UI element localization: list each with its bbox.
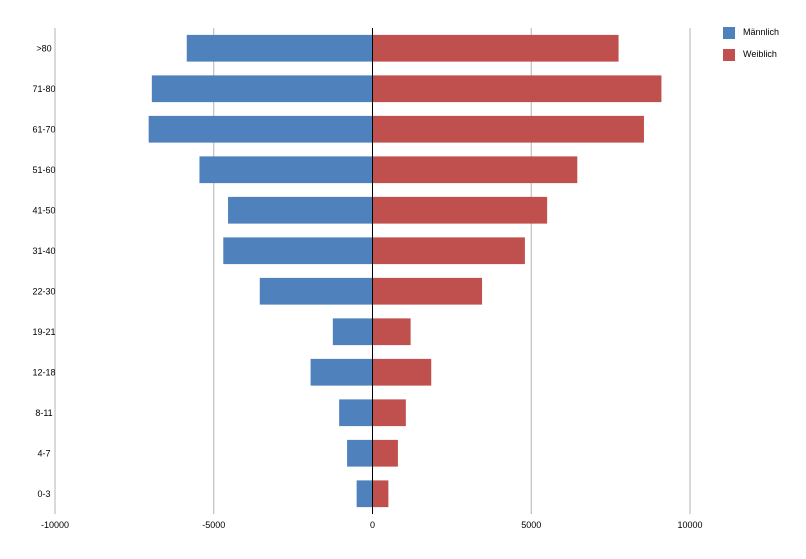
bars [148,34,662,508]
bar-maennlich-4 [332,318,373,346]
bar-weiblich-7 [372,196,548,224]
bar-weiblich-2 [372,399,406,427]
x-tick-label-3: 5000 [521,520,541,530]
x-tick-label-1: -5000 [202,520,225,530]
bar-weiblich-4 [372,318,411,346]
legend: Männlich Weiblich [723,27,779,61]
y-tick-label-7: 41-50 [32,205,55,215]
y-tick-label-0: 0-3 [37,489,50,499]
legend-swatch-1 [723,49,735,61]
bar-weiblich-10 [372,75,662,103]
x-tick-label-4: 10000 [677,520,702,530]
x-axis-ticks: -10000 -5000 0 5000 10000 [41,520,703,530]
bar-weiblich-3 [372,358,432,386]
y-tick-label-1: 4-7 [37,448,50,458]
bar-weiblich-0 [372,480,389,508]
bar-maennlich-9 [148,115,373,143]
bar-maennlich-10 [151,75,373,103]
y-axis-ticks: 0-3 4-7 8-11 12-18 19-21 22-30 31-40 41-50 51-60… [32,43,55,499]
y-tick-label-4: 19-21 [32,327,55,337]
y-tick-label-8: 51-60 [32,165,55,175]
bar-weiblich-8 [372,156,578,184]
bar-maennlich-5 [259,277,373,305]
bar-maennlich-8 [199,156,373,184]
y-tick-label-5: 22-30 [32,286,55,296]
grid-lines [54,28,691,514]
y-tick-label-2: 8-11 [35,408,52,418]
legend-label-1: Weiblich [743,49,777,59]
bar-maennlich-2 [339,399,373,427]
bar-weiblich-11 [372,34,619,62]
bar-weiblich-1 [372,439,398,467]
y-tick-label-3: 12-18 [32,367,55,377]
bar-maennlich-3 [310,358,373,386]
y-tick-label-10: 71-80 [32,84,55,94]
bar-maennlich-1 [347,439,373,467]
bar-maennlich-11 [186,34,373,62]
y-tick-label-9: 61-70 [32,124,55,134]
bar-maennlich-0 [356,480,373,508]
x-tick-label-0: -10000 [41,520,69,530]
bar-weiblich-5 [372,277,483,305]
bar-weiblich-6 [372,237,525,265]
bar-weiblich-9 [372,115,644,143]
legend-label-0: Männlich [743,27,779,37]
bar-maennlich-6 [223,237,373,265]
y-tick-label-11: >80 [36,43,51,53]
y-tick-label-6: 31-40 [32,246,55,256]
x-tick-label-2: 0 [370,520,375,530]
bar-maennlich-7 [228,196,373,224]
legend-swatch-0 [723,27,735,39]
